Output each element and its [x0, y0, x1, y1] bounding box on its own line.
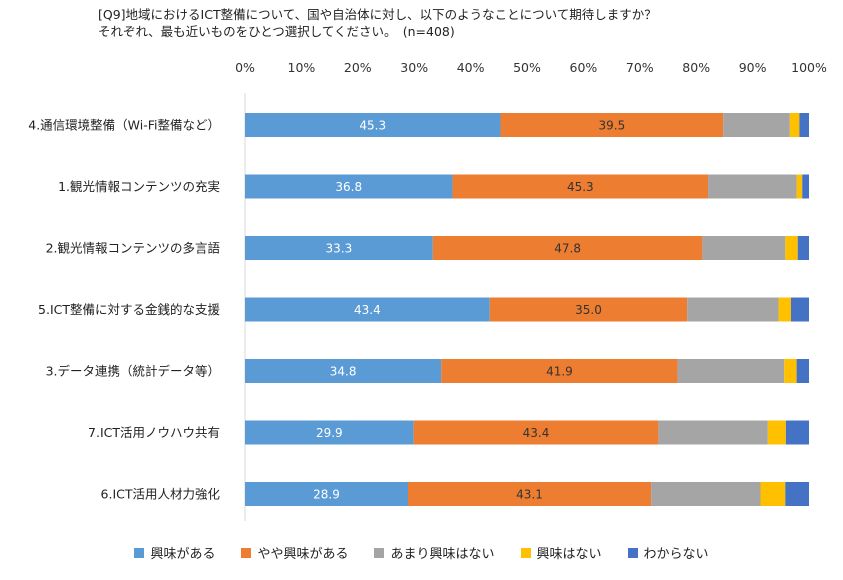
bar-segment — [500, 113, 724, 137]
x-tick-label: 10% — [288, 60, 316, 75]
bar-segment — [799, 113, 809, 137]
legend-swatch — [374, 547, 385, 558]
bar-segment — [784, 359, 797, 383]
bar-segment — [245, 297, 490, 322]
bar-segment — [778, 297, 791, 322]
data-label: 36.8 — [335, 180, 362, 194]
data-label: 45.3 — [567, 180, 594, 194]
bar-segment — [489, 297, 688, 322]
category-label: 5.ICT整備に対する金銭的な支援 — [38, 302, 220, 317]
x-tick-label: 90% — [739, 60, 767, 75]
legend-item: やや興味がある — [241, 543, 348, 562]
x-tick-label: 60% — [570, 60, 598, 75]
bar-segment — [802, 174, 809, 199]
bar-segment — [441, 359, 678, 383]
bar-segment — [796, 174, 803, 199]
legend-item: 興味がある — [134, 543, 215, 562]
data-label: 33.3 — [326, 242, 353, 256]
data-label: 43.4 — [523, 426, 550, 440]
bar-segment — [708, 174, 797, 199]
chart-legend: 興味がある やや興味がある あまり興味はない 興味はない わからない — [0, 543, 843, 562]
legend-swatch — [520, 547, 531, 558]
bar-segment — [452, 174, 709, 199]
bar-segment — [245, 482, 408, 506]
data-label: 39.5 — [599, 119, 626, 133]
category-label: 6.ICT活用人材力強化 — [101, 487, 221, 502]
bar-segment — [687, 297, 779, 322]
data-label: 34.8 — [330, 365, 357, 379]
legend-label: やや興味がある — [257, 547, 349, 562]
x-tick-label: 80% — [682, 60, 710, 75]
x-tick-label: 30% — [400, 60, 428, 75]
legend-swatch — [627, 547, 638, 558]
bar-segment — [245, 359, 442, 383]
category-label: 2.観光情報コンテンツの多言語 — [46, 241, 221, 256]
bar-segment — [789, 113, 800, 137]
bar-segment — [677, 359, 785, 383]
category-label: 1.観光情報コンテンツの充実 — [58, 179, 220, 194]
bar-segment — [658, 420, 768, 445]
data-label: 43.1 — [516, 488, 543, 502]
chart-title-line-2: それぞれ、最も近いものをひとつ選択してください。 (n=408) — [98, 24, 455, 39]
category-label: 7.ICT活用ノウハウ共有 — [88, 425, 220, 440]
bar-segment — [796, 359, 809, 383]
legend-label: あまり興味はない — [390, 547, 495, 562]
x-tick-label: 20% — [344, 60, 372, 75]
x-tick-label: 40% — [457, 60, 485, 75]
data-label: 47.8 — [554, 242, 581, 256]
bar-segment — [245, 113, 501, 137]
chart-title-line-1: [Q9]地域におけるICT整備について、国や自治体に対し、以下のようなことについ… — [98, 7, 657, 22]
category-label: 3.データ連携（統計データ等） — [46, 364, 220, 379]
bar-segment — [790, 297, 809, 322]
chart-title: [Q9]地域におけるICT整備について、国や自治体に対し、以下のようなことについ… — [98, 6, 657, 40]
bar-segment — [760, 482, 786, 506]
bar-segment — [797, 236, 809, 260]
x-tick-label: 100% — [791, 60, 827, 75]
bar-segment — [432, 236, 703, 260]
legend-item: 興味はない — [520, 543, 602, 562]
bar-segment — [245, 420, 414, 445]
bar-segment — [245, 236, 433, 260]
bar-segment — [407, 482, 652, 506]
legend-item: わからない — [627, 543, 709, 562]
bar-segment — [767, 420, 786, 445]
legend-label: わからない — [643, 547, 709, 562]
bar-segment — [651, 482, 761, 506]
legend-swatch — [134, 547, 145, 558]
bar-segment — [702, 236, 786, 260]
bar-segment — [723, 113, 790, 137]
bar-segment — [785, 482, 809, 506]
bar-segment — [785, 236, 798, 260]
x-tick-label: 0% — [235, 60, 255, 75]
category-label: 4.通信環境整備（Wi-Fi整備など） — [28, 118, 220, 133]
legend-swatch — [241, 547, 252, 558]
data-label: 43.4 — [354, 303, 381, 317]
data-label: 28.9 — [313, 488, 340, 502]
legend-label: 興味がある — [150, 547, 216, 562]
data-label: 29.9 — [316, 426, 343, 440]
legend-item: あまり興味はない — [374, 543, 495, 562]
x-tick-label: 50% — [513, 60, 541, 75]
data-label: 41.9 — [546, 365, 573, 379]
x-tick-label: 70% — [626, 60, 654, 75]
bar-segment — [785, 420, 809, 445]
legend-label: 興味はない — [536, 547, 602, 562]
data-label: 35.0 — [575, 303, 602, 317]
data-label: 45.3 — [359, 119, 386, 133]
bar-segment — [245, 174, 453, 199]
bar-segment — [413, 420, 659, 445]
